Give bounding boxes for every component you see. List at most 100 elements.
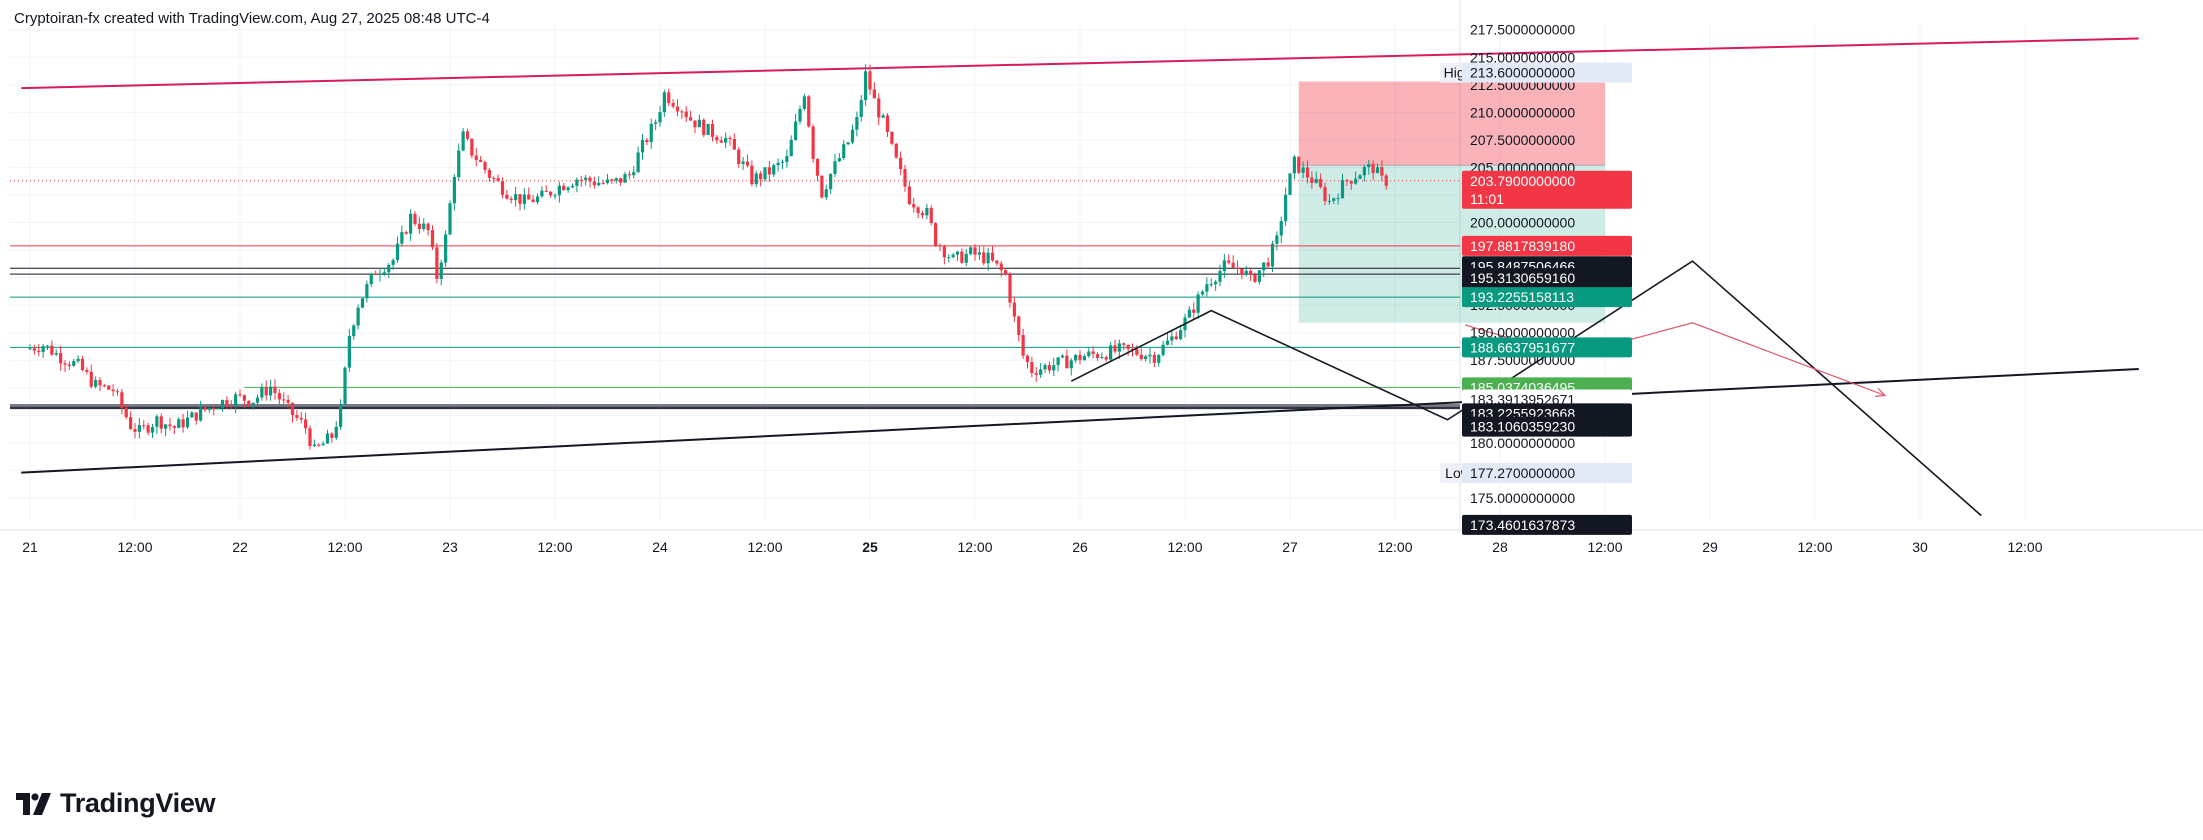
candle-body-up bbox=[535, 196, 540, 203]
candle-body-up bbox=[741, 161, 745, 164]
candle-body-down bbox=[518, 194, 522, 204]
candle-body-up bbox=[1179, 330, 1183, 340]
candle-body-down bbox=[247, 400, 251, 406]
candle-body-up bbox=[553, 195, 557, 197]
candle-body-up bbox=[1196, 294, 1200, 313]
candle-body-down bbox=[942, 246, 946, 258]
candle-body-down bbox=[527, 194, 531, 200]
green-level-badge: 188.6637951677 bbox=[1462, 337, 1632, 358]
candle-body-down bbox=[745, 161, 750, 166]
candle-body-down bbox=[115, 391, 120, 393]
lower-channel-line bbox=[21, 368, 2139, 474]
last-price-badge-label: 203.7900000000 bbox=[1470, 173, 1575, 189]
support-level-2-badge-bg bbox=[1462, 268, 1632, 289]
candle-body-down bbox=[667, 92, 671, 104]
candle-body-up bbox=[881, 115, 885, 118]
candle-body-down bbox=[273, 386, 277, 394]
teal-level-badge-label: 193.2255158113 bbox=[1470, 289, 1574, 305]
candle-body-down bbox=[728, 137, 732, 139]
chart-grid bbox=[0, 0, 2203, 531]
projection-end-badge-bg bbox=[1462, 514, 1632, 535]
candle-body-up bbox=[1301, 167, 1305, 173]
candle-body-up bbox=[164, 424, 168, 429]
candle-body-down bbox=[579, 179, 583, 181]
candle-body-up bbox=[343, 367, 347, 404]
candle-body-down bbox=[129, 417, 133, 430]
candle-body-up bbox=[269, 386, 273, 396]
candle-body-down bbox=[982, 252, 986, 264]
projection-end-badge-label: 173.4601637873 bbox=[1470, 517, 1575, 533]
candle-body-down bbox=[815, 158, 820, 176]
teal-level-badge-bg bbox=[1462, 287, 1632, 308]
candle-body-up bbox=[72, 361, 76, 366]
candle-body-down bbox=[627, 174, 631, 176]
candle-body-up bbox=[1375, 167, 1380, 174]
candle-body-up bbox=[391, 260, 395, 265]
candle-body-up bbox=[859, 100, 863, 118]
candle-body-up bbox=[1148, 354, 1152, 357]
candle-body-down bbox=[710, 123, 715, 137]
upper-channel-line bbox=[21, 37, 2139, 90]
candle-body-down bbox=[98, 380, 102, 386]
low-badge: Low 177.2700000000 bbox=[1440, 462, 1632, 483]
candle-body-up bbox=[177, 419, 181, 428]
resistance-level-badge-bg bbox=[1462, 235, 1632, 256]
candle-body-down bbox=[544, 190, 548, 192]
time-axis[interactable]: 21 12:00 22 12:00 23 12:00 24 12:00 25 12:00 26 12:… bbox=[22, 539, 2043, 555]
black-level-2-badge: 183.1060359230 bbox=[1462, 416, 1632, 437]
candle-body-up bbox=[190, 412, 194, 418]
candle-body-down bbox=[877, 98, 881, 118]
candle-body-up bbox=[697, 119, 701, 128]
candle-body-down bbox=[645, 140, 649, 143]
candle-body-down bbox=[1095, 354, 1100, 358]
candle-body-up bbox=[457, 150, 461, 177]
candle-body-down bbox=[159, 416, 163, 429]
last-price-badge: 203.7900000000 11:01 bbox=[1462, 170, 1632, 209]
candle-body-down bbox=[684, 111, 688, 118]
candle-body-up bbox=[798, 108, 802, 122]
candle-body-up bbox=[570, 185, 575, 188]
candle-body-down bbox=[1384, 175, 1388, 186]
candle-body-up bbox=[1354, 178, 1358, 184]
candle-body-down bbox=[562, 185, 566, 191]
candle-body-up bbox=[422, 223, 426, 230]
last-price-badge-countdown: 11:01 bbox=[1470, 191, 1504, 207]
candle-body-down bbox=[820, 175, 824, 198]
black-level-2-badge-bg bbox=[1462, 416, 1632, 437]
candle-body-up bbox=[969, 247, 973, 254]
candle-body-up bbox=[360, 298, 365, 308]
candle-body-down bbox=[894, 143, 898, 158]
candle-body-up bbox=[789, 139, 793, 157]
candle-body-down bbox=[496, 178, 500, 182]
tradingview-brand[interactable]: TradingView bbox=[16, 788, 216, 819]
candle-body-down bbox=[675, 106, 680, 112]
candle-body-down bbox=[133, 429, 137, 432]
candle-body-up bbox=[452, 176, 456, 204]
candle-body-down bbox=[990, 252, 995, 261]
attribution-text: Cryptoiran-fx created with TradingView.c… bbox=[14, 10, 490, 27]
candle-body-down bbox=[868, 71, 872, 90]
candle-body-up bbox=[347, 336, 351, 368]
candle-body-down bbox=[601, 182, 605, 184]
candle-body-up bbox=[522, 194, 526, 204]
candle-body-up bbox=[658, 112, 662, 123]
resistance-level-badge: 197.8817839180 bbox=[1462, 235, 1632, 256]
brand-name: TradingView bbox=[60, 788, 216, 818]
candle-body-up bbox=[794, 121, 798, 140]
candle-body-up bbox=[461, 131, 465, 151]
candle-body-down bbox=[102, 385, 106, 387]
candle-body-up bbox=[94, 380, 98, 387]
candle-body-down bbox=[1004, 270, 1008, 275]
candle-body-up bbox=[220, 400, 225, 409]
candle-body-up bbox=[234, 394, 238, 407]
resistance-level-badge-label: 197.8817839180 bbox=[1470, 238, 1575, 254]
teal-level-badge: 193.2255158113 bbox=[1462, 287, 1632, 308]
candle-body-up bbox=[614, 178, 618, 181]
candle-body-down bbox=[264, 387, 268, 396]
candle-body-down bbox=[872, 89, 876, 99]
candle-body-down bbox=[426, 223, 430, 231]
candle-body-down bbox=[1227, 260, 1231, 263]
candle-body-down bbox=[960, 251, 964, 263]
